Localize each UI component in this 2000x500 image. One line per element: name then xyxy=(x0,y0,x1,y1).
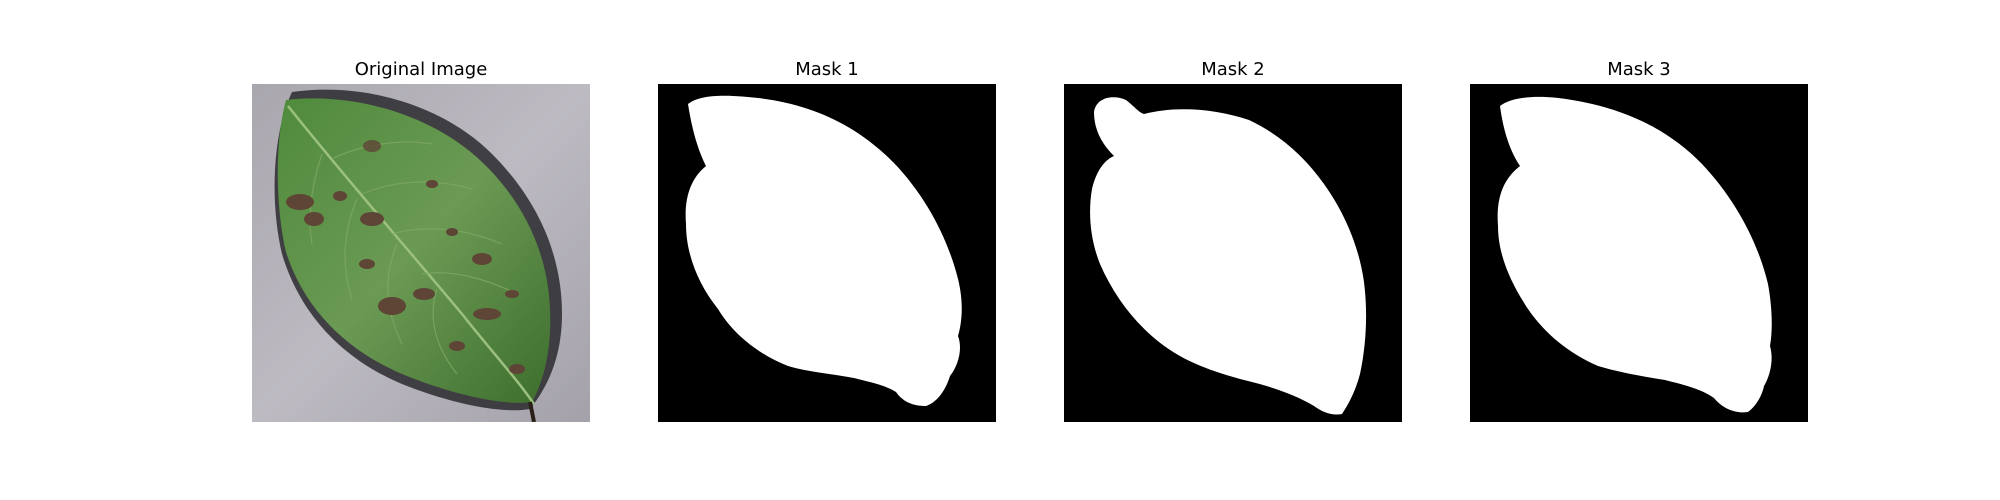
panel-title: Mask 3 xyxy=(1607,59,1671,80)
panel-title: Mask 2 xyxy=(1201,59,1265,80)
mask-2-svg xyxy=(1064,84,1402,422)
leaf-lesions xyxy=(286,140,525,374)
panel-mask-3: Mask 3 xyxy=(1470,0,1808,500)
panel-mask-2: Mask 2 xyxy=(1064,0,1402,500)
mask-3-svg xyxy=(1470,84,1808,422)
mask-1-svg xyxy=(658,84,996,422)
leaf-midrib xyxy=(287,105,536,405)
leaf-photo-svg xyxy=(252,84,590,422)
mask-1-image xyxy=(658,84,996,422)
mask-2-image xyxy=(1064,84,1402,422)
mask-3-image xyxy=(1470,84,1808,422)
original-leaf-photo xyxy=(252,84,590,422)
panel-title: Mask 1 xyxy=(795,59,859,80)
panel-original-image: Original Image xyxy=(252,0,590,500)
panel-mask-1: Mask 1 xyxy=(658,0,996,500)
mask-foreground xyxy=(685,95,962,406)
leaf-stem xyxy=(528,401,536,422)
mask-foreground xyxy=(1090,97,1367,415)
mask-foreground xyxy=(1497,96,1772,413)
panel-title: Original Image xyxy=(354,59,488,80)
leaf-veins xyxy=(309,141,518,375)
leaf-blade xyxy=(277,98,551,403)
